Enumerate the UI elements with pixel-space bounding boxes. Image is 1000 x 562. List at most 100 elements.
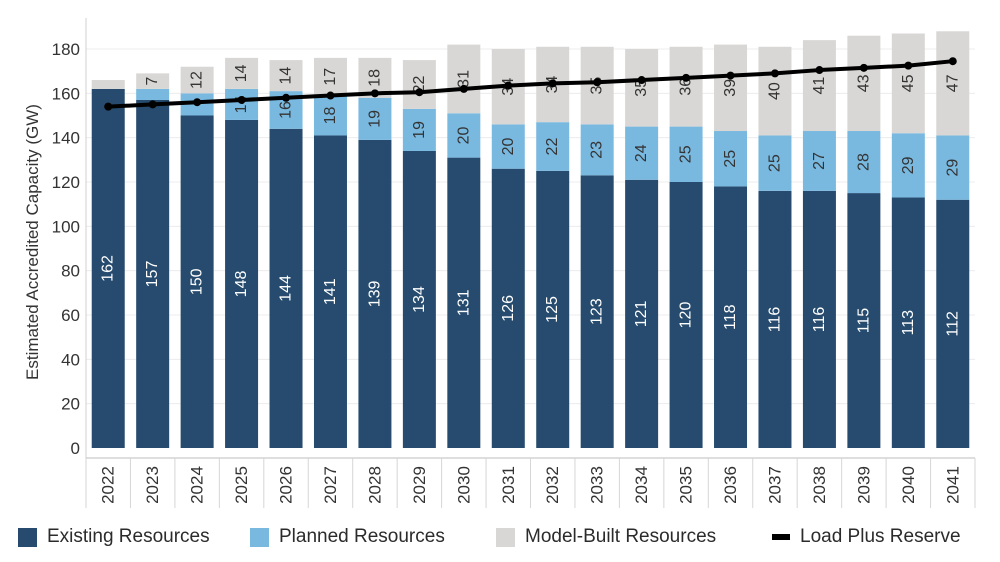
data-label-model-built-resources2041: 47 — [944, 74, 961, 92]
bar-existing-resources2033 — [580, 175, 614, 448]
bar-existing-resources2032 — [536, 170, 570, 448]
y-tick-label-120: 120 — [52, 173, 80, 192]
data-label-planned-resources2028: 19 — [366, 110, 383, 128]
x-tick-label-2025: 2025 — [232, 466, 251, 504]
legend-item-planned-resources: Planned Resources — [250, 522, 445, 552]
data-label-existing-resources2041: 112 — [944, 311, 961, 337]
load-plus-reserve-point-2022 — [104, 102, 113, 111]
x-tick-label-2036: 2036 — [721, 466, 740, 504]
stacked-bar-chart: 162 157 7 150 12 148 14 14 144 16 141 41 18 17 139 19 18… — [23, 18, 976, 508]
bar-existing-resources2034 — [625, 179, 659, 449]
load-plus-reserve-point-2032 — [548, 79, 557, 88]
data-label-existing-resources2038: 116 — [811, 307, 828, 333]
legend-label-planned: Planned Resources — [279, 526, 445, 547]
data-label-planned-resources2036: 25 — [722, 150, 739, 168]
x-tick-label-2034: 2034 — [632, 466, 651, 504]
bar-existing-resources2039 — [847, 193, 881, 448]
load-plus-reserve-point-2039 — [859, 63, 868, 72]
data-label-existing-resources2040: 113 — [900, 310, 917, 336]
bar-planned-resources2038 — [802, 131, 836, 191]
data-label-existing-resources2036: 118 — [722, 304, 739, 330]
bars — [91, 31, 970, 449]
data-label-model-built-resources2024: 12 — [189, 71, 206, 89]
load-plus-reserve-point-2038 — [815, 66, 824, 75]
bar-model-built-resources2034 — [625, 49, 659, 127]
bar-planned-resources2039 — [847, 131, 881, 194]
x-tick-label-2022: 2022 — [99, 466, 118, 504]
data-label-planned-resources2032: 22 — [544, 138, 561, 156]
load-plus-reserve-point-2041 — [948, 57, 957, 66]
load-plus-reserve-point-2031 — [504, 81, 513, 90]
data-label-existing-resources2024: 150 — [189, 268, 206, 295]
bar-model-built-resources2030 — [447, 44, 481, 114]
x-tick-label-2026: 2026 — [277, 466, 296, 504]
x-tick-label-2027: 2027 — [321, 466, 340, 504]
bar-existing-resources2036 — [714, 186, 748, 448]
legend-item-existing-resources: Existing Resources — [18, 522, 210, 552]
load-plus-reserve-point-2040 — [904, 61, 913, 70]
x-tick-label-2032: 2032 — [543, 466, 562, 504]
data-label-planned-resources2038: 27 — [811, 152, 828, 170]
legend-item-load-plus-reserve: Load Plus Reserve — [772, 522, 961, 552]
legend-label-model-built: Model-Built Resources — [525, 526, 717, 547]
data-label-model-built-resources2023: 7 — [144, 77, 161, 86]
bar-model-built-resources2022 — [91, 80, 125, 89]
data-label-model-built-resources2034: 35 — [633, 79, 650, 97]
data-label-existing-resources2032: 125 — [544, 296, 561, 323]
data-label-existing-resources2022: 162 — [100, 255, 117, 282]
bar-existing-resources2038 — [802, 190, 836, 448]
bar-planned-resources2025 — [225, 88, 259, 120]
load-plus-reserve-point-2037 — [770, 69, 779, 78]
legend-swatch-model-built — [496, 527, 515, 547]
y-axis-title: Estimated Accredited Capacity (GW) — [23, 104, 42, 380]
bar-existing-resources2031 — [491, 168, 525, 448]
load-plus-reserve-point-2024 — [193, 98, 202, 107]
load-plus-reserve-point-2028 — [370, 89, 379, 98]
bar-planned-resources2029 — [402, 108, 436, 151]
load-plus-reserve-point-2026 — [282, 93, 291, 102]
data-label-existing-resources2033: 123 — [589, 298, 606, 325]
bar-planned-resources2041 — [936, 135, 970, 200]
bar-existing-resources2035 — [669, 182, 703, 448]
data-label-existing-resources2030: 131 — [455, 289, 472, 316]
bar-planned-resources2033 — [580, 124, 614, 176]
x-tick-label-2041: 2041 — [943, 466, 962, 504]
data-label-existing-resources2026: 144 — [278, 275, 295, 302]
data-label-model-built-resources2025: 14 — [233, 64, 250, 82]
bar-planned-resources2034 — [625, 126, 659, 180]
bar-existing-resources2022 — [91, 88, 125, 449]
bar-planned-resources2023 — [136, 88, 170, 100]
bar-model-built-resources2038 — [802, 40, 836, 132]
data-label-existing-resources2031: 126 — [500, 295, 517, 322]
data-label-planned-resources2029: 19 — [411, 121, 428, 139]
data-label-planned-resources2035: 25 — [678, 145, 695, 163]
data-label-model-built-resources2037: 40 — [766, 82, 783, 100]
bar-model-built-resources2039 — [847, 35, 881, 132]
x-tick-label-2029: 2029 — [410, 466, 429, 504]
bar-planned-resources2036 — [714, 131, 748, 187]
bar-value-labels: 162 157 7 150 12 148 14 14 144 16 141 41 18 17 139 19 18… — [100, 64, 962, 336]
y-tick-label-60: 60 — [61, 306, 80, 325]
bar-planned-resources2031 — [491, 124, 525, 169]
bar-model-built-resources2027 — [313, 57, 347, 96]
bar-planned-resources2027 — [313, 95, 347, 136]
data-label-planned-resources2034: 24 — [633, 144, 650, 162]
legend-swatch-existing — [18, 527, 37, 547]
data-label-existing-resources2025: 148 — [233, 271, 250, 298]
data-label-model-built-resources2038: 41 — [811, 77, 828, 95]
y-tick-label-100: 100 — [52, 217, 80, 236]
load-plus-reserve-point-2023 — [148, 100, 157, 109]
x-tick-label-2039: 2039 — [854, 466, 873, 504]
data-label-planned-resources2041: 29 — [944, 159, 961, 177]
bar-model-built-resources2040 — [891, 33, 925, 134]
load-plus-reserve-point-2034 — [637, 76, 646, 85]
x-tick-label-2035: 2035 — [677, 466, 696, 504]
data-label-existing-resources2027: 141 — [322, 278, 339, 305]
x-tick-label-2038: 2038 — [810, 466, 829, 504]
bar-planned-resources2040 — [891, 133, 925, 198]
data-label-model-built-resources2028: 18 — [366, 69, 383, 87]
y-tick-label-80: 80 — [61, 262, 80, 281]
data-label-planned-resources2033: 23 — [589, 141, 606, 159]
x-tick-label-2040: 2040 — [899, 466, 918, 504]
